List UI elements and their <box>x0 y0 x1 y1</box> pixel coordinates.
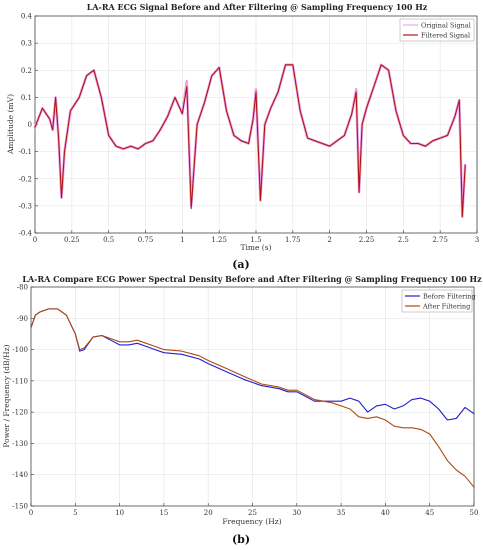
chart-a-xtick-label: 1.25 <box>211 236 227 244</box>
chart-a-ytick-label: -0.1 <box>19 148 33 156</box>
chart-b-ytick-label: -90 <box>17 315 28 323</box>
chart-a-xtick-label: 0.75 <box>138 236 154 244</box>
chart-a-xtick-label: 2 <box>327 236 331 244</box>
chart-a-ytick-label: -0.3 <box>19 202 33 210</box>
chart-b: LA-RA Compare ECG Power Spectral Density… <box>2 274 482 546</box>
chart-b-xtick-label: 15 <box>159 509 168 517</box>
chart-a-ytick-label: 0.2 <box>21 67 32 75</box>
chart-b-xlabel: Frequency (Hz) <box>222 517 281 526</box>
legend-label-before: Before Filtering <box>423 293 476 301</box>
chart-a-xtick-label: 1.5 <box>250 236 261 244</box>
chart-a-xtick-label: 2.25 <box>359 236 375 244</box>
legend-label-after: After Filtering <box>422 303 470 311</box>
chart-a-ytick-label: 0.1 <box>21 94 32 102</box>
chart-b-xtick-label: 40 <box>381 509 390 517</box>
chart-b-panel-label: (b) <box>232 533 250 546</box>
chart-b-xtick-label: 30 <box>292 509 301 517</box>
legend-label-original: Original Signal <box>421 22 471 30</box>
chart-a-xtick-label: 2.5 <box>398 236 409 244</box>
chart-b-ytick-label: -130 <box>12 440 28 448</box>
chart-b-xtick-label: 20 <box>204 509 213 517</box>
chart-a-series-line-2 <box>34 64 466 218</box>
chart-b-ytick-label: -80 <box>17 284 28 292</box>
chart-b-xtick-label: 10 <box>115 509 124 517</box>
chart-a-xtick-label: 3 <box>475 236 479 244</box>
chart-a-title: LA-RA ECG Signal Before and After Filter… <box>87 2 428 12</box>
chart-a-xlabel: Time (s) <box>240 243 271 252</box>
chart-a-xtick-label: 1 <box>180 236 184 244</box>
chart-a-xtick-label: 0.25 <box>64 236 80 244</box>
chart-a-ytick-label: 0 <box>28 121 32 129</box>
chart-b-title: LA-RA Compare ECG Power Spectral Density… <box>22 274 482 284</box>
chart-a-xtick-label: 1.75 <box>285 236 301 244</box>
chart-b-xtick-label: 50 <box>470 509 479 517</box>
chart-b-xtick-label: 25 <box>248 509 257 517</box>
chart-b-xtick-label: 45 <box>425 509 434 517</box>
chart-b-ytick-label: -110 <box>12 377 28 385</box>
chart-b-ytick-label: -100 <box>12 346 28 354</box>
chart-b-series-line-2 <box>30 308 475 488</box>
chart-a-ytick-label: 0.4 <box>21 13 33 21</box>
chart-b-xtick-label: 35 <box>337 509 346 517</box>
chart-a-xtick-label: 0 <box>33 236 37 244</box>
chart-b-ytick-label: -140 <box>12 471 28 479</box>
chart-b-ylabel: Power / Frequency (dB/Hz) <box>2 344 11 447</box>
chart-b-legend: Before Filtering After Filtering <box>401 289 476 313</box>
chart-b-series-line-1 <box>30 308 475 421</box>
chart-a-ytick-label: -0.4 <box>19 230 33 238</box>
chart-a: LA-RA ECG Signal Before and After Filter… <box>6 2 479 271</box>
chart-a-ytick-label: 0.3 <box>21 40 32 48</box>
chart-a-legend-box <box>399 18 475 42</box>
chart-a-xtick-label: 0.5 <box>103 236 114 244</box>
chart-a-ylabel: Amplitude (mV) <box>6 94 15 155</box>
legend-label-filtered: Filtered Signal <box>421 32 470 40</box>
chart-a-xtick-label: 2.75 <box>432 236 448 244</box>
chart-a-panel-label: (a) <box>232 258 250 271</box>
chart-b-xtick-label: 0 <box>29 509 33 517</box>
chart-b-xtick-label: 5 <box>73 509 77 517</box>
chart-b-ytick-label: -150 <box>12 503 28 511</box>
chart-b-ytick-label: -120 <box>12 409 28 417</box>
chart-a-ytick-label: -0.2 <box>19 175 33 183</box>
chart-a-series-line-1 <box>33 63 467 218</box>
chart-a-legend: Original Signal Filtered Signal <box>399 18 475 42</box>
